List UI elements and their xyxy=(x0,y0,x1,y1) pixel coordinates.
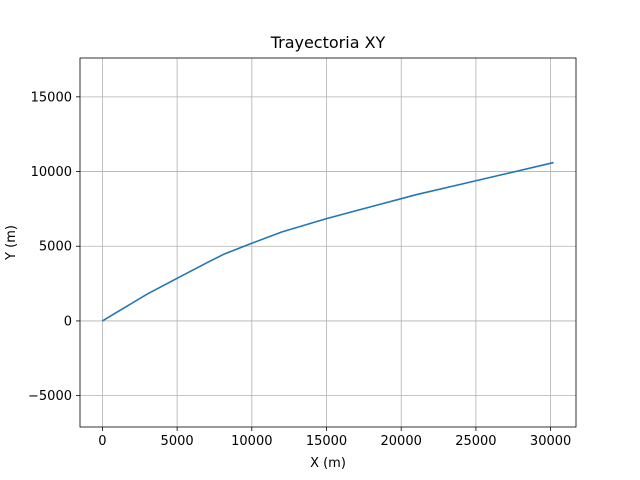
y-tick-label: 0 xyxy=(64,314,72,329)
x-tick-label: 5000 xyxy=(161,434,194,449)
x-tick-label: 30000 xyxy=(530,434,571,449)
axis-ticks xyxy=(76,96,552,431)
grid-lines xyxy=(80,58,576,427)
chart-title: Trayectoria XY xyxy=(270,33,386,52)
x-tick-label: 0 xyxy=(98,434,106,449)
x-tick-label: 10000 xyxy=(231,434,272,449)
y-tick-label: 5000 xyxy=(39,240,72,255)
tick-labels: 0 5000 10000 15000 20000 25000 30000 −5000 0 5000… xyxy=(28,90,571,449)
x-axis-label: X (m) xyxy=(310,456,346,471)
y-axis-label: Y (m) xyxy=(4,225,19,261)
y-tick-label: 15000 xyxy=(31,90,72,105)
series-layer xyxy=(101,161,554,322)
x-tick-label: 20000 xyxy=(381,434,422,449)
x-tick-label: 25000 xyxy=(455,434,496,449)
y-tick-label: 10000 xyxy=(31,165,72,180)
plot-frame xyxy=(79,57,577,428)
series-line xyxy=(101,161,554,322)
x-tick-label: 15000 xyxy=(306,434,347,449)
y-tick-label: −5000 xyxy=(28,389,72,404)
